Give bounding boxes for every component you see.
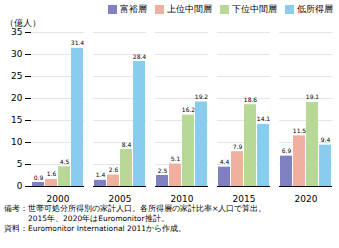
- svg-text:19.1: 19.1: [306, 93, 320, 100]
- svg-text:28.4: 28.4: [133, 53, 147, 60]
- svg-text:11.5: 11.5: [293, 127, 307, 134]
- svg-text:35: 35: [11, 27, 22, 37]
- svg-text:25: 25: [11, 71, 22, 81]
- svg-text:2005: 2005: [109, 194, 132, 204]
- svg-text:18.6: 18.6: [244, 96, 258, 103]
- html-text:下位中間層: 下位中間層: [232, 3, 277, 14]
- svg-text:0.9: 0.9: [34, 174, 44, 181]
- svg-text:14.1: 14.1: [257, 115, 271, 122]
- html-text:備考：世帯可処分所得別の家計人口。各所得層の家計比率×人口で: 備考：世帯可処分所得別の家計人口。各所得層の家計比率×人口で算出。: [4, 204, 267, 213]
- svg-text:9.4: 9.4: [321, 136, 331, 143]
- svg-text:4.4: 4.4: [220, 158, 230, 165]
- svg-text:2.5: 2.5: [158, 167, 168, 174]
- svg-text:2020: 2020: [295, 194, 318, 204]
- svg-text:10: 10: [11, 137, 23, 147]
- html-text:資料：Euromonitor International 2: 資料：Euromonitor International 2011から作成。: [4, 224, 187, 233]
- svg-text:1.4: 1.4: [96, 171, 106, 178]
- svg-text:7.9: 7.9: [233, 143, 243, 150]
- svg-text:19.2: 19.2: [195, 93, 209, 100]
- svg-text:15: 15: [11, 115, 22, 125]
- svg-text:30: 30: [11, 49, 23, 59]
- svg-text:2.6: 2.6: [109, 166, 119, 173]
- svg-text:16.2: 16.2: [182, 106, 196, 113]
- svg-text:0: 0: [17, 181, 23, 191]
- svg-text:5: 5: [17, 159, 23, 169]
- html-text:富裕層: 富裕層: [120, 3, 147, 14]
- html-text:低所得層: 低所得層: [297, 3, 333, 14]
- svg-text:4.5: 4.5: [60, 158, 70, 165]
- svg-text:1.6: 1.6: [47, 170, 57, 177]
- svg-text:2010: 2010: [171, 194, 194, 204]
- svg-text:（億人）: （億人）: [5, 18, 41, 28]
- svg-text:8.4: 8.4: [122, 141, 132, 148]
- html-text:2015年、2020年はEuromonitor推計。: 2015年、2020年はEuromonitor推計。: [4, 214, 169, 223]
- svg-text:2000: 2000: [47, 194, 70, 204]
- html-text:上位中間層: 上位中間層: [167, 3, 212, 14]
- svg-text:5.1: 5.1: [171, 155, 181, 162]
- svg-text:31.4: 31.4: [71, 39, 85, 46]
- svg-text:2015: 2015: [233, 194, 256, 204]
- svg-text:6.9: 6.9: [282, 147, 292, 154]
- svg-text:20: 20: [11, 93, 23, 103]
